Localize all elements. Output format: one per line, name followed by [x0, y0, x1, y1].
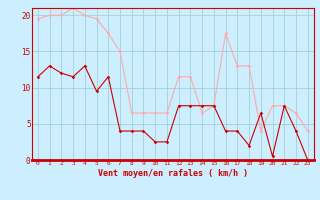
X-axis label: Vent moyen/en rafales ( km/h ): Vent moyen/en rafales ( km/h ) [98, 169, 248, 178]
